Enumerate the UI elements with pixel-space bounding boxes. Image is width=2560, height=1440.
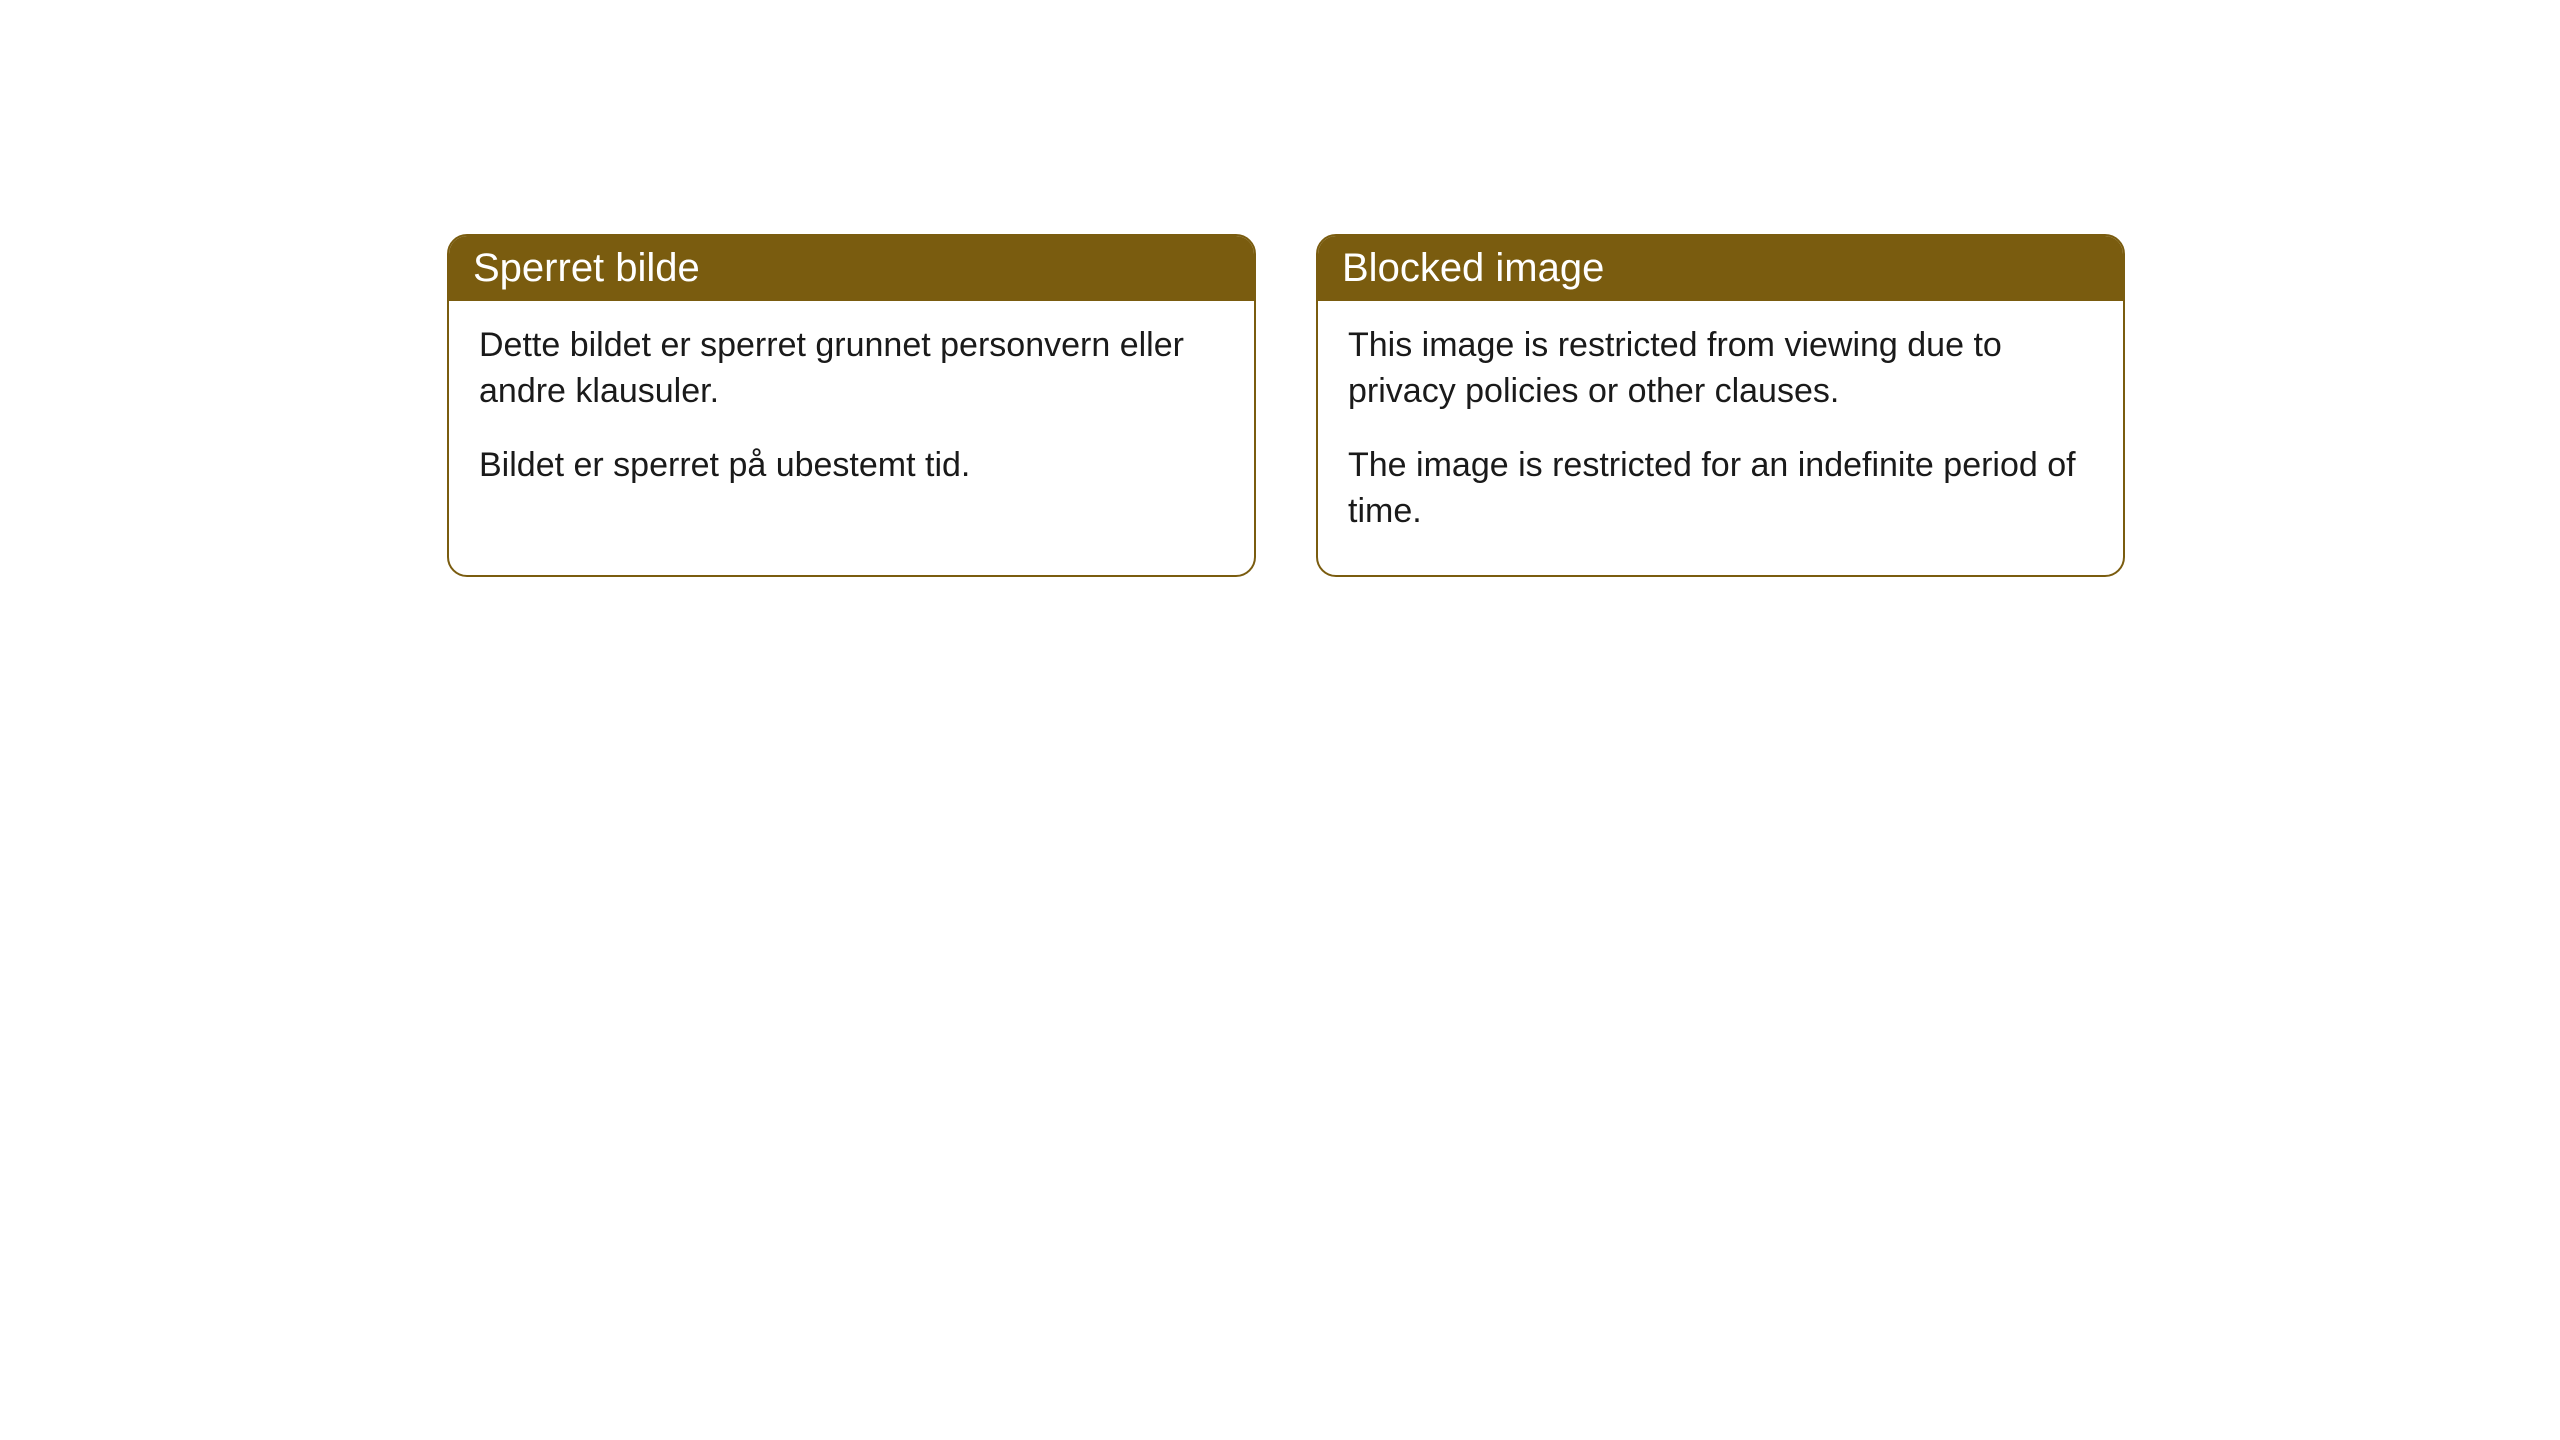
card-body-english: This image is restricted from viewing du… [1318,301,2123,575]
card-text-paragraph: Dette bildet er sperret grunnet personve… [479,323,1224,415]
card-text-paragraph: This image is restricted from viewing du… [1348,323,2093,415]
card-norwegian: Sperret bilde Dette bildet er sperret gr… [447,234,1256,577]
card-text-paragraph: Bildet er sperret på ubestemt tid. [479,443,1224,489]
card-text-paragraph: The image is restricted for an indefinit… [1348,443,2093,535]
card-header-english: Blocked image [1318,236,2123,301]
card-header-norwegian: Sperret bilde [449,236,1254,301]
card-english: Blocked image This image is restricted f… [1316,234,2125,577]
card-body-norwegian: Dette bildet er sperret grunnet personve… [449,301,1254,529]
cards-container: Sperret bilde Dette bildet er sperret gr… [447,234,2125,577]
